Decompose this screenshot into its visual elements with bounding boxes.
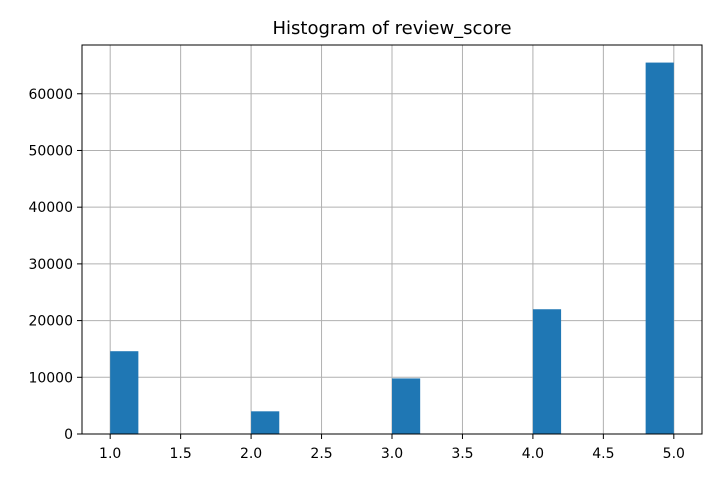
x-tick-label: 1.5 <box>170 446 192 462</box>
histogram-bar <box>110 351 139 434</box>
chart-title: Histogram of review_score <box>272 18 511 39</box>
x-tick-label: 4.5 <box>592 446 614 462</box>
x-tick-label: 3.5 <box>451 446 473 462</box>
histogram-bar <box>532 309 562 434</box>
y-tick-label: 10000 <box>28 370 73 386</box>
grid-lines <box>82 45 702 435</box>
histogram-bars <box>110 62 674 435</box>
histogram-bar <box>392 378 421 434</box>
y-tick-label: 20000 <box>28 314 73 330</box>
x-tick-label: 1.0 <box>99 446 121 462</box>
x-tick-label: 3.0 <box>381 446 403 462</box>
axes <box>77 44 703 439</box>
tick-labels: 1.0 1.5 2.0 2.5 3.0 3.5 4.0 4.5 5.0 0 10000 20000 30… <box>28 87 684 462</box>
x-tick-label: 2.0 <box>240 446 262 462</box>
x-tick-label: 5.0 <box>663 446 685 462</box>
x-tick-label: 2.5 <box>310 446 332 462</box>
y-tick-label: 0 <box>64 427 73 443</box>
y-tick-label: 30000 <box>28 257 73 273</box>
y-tick-label: 40000 <box>28 200 73 216</box>
x-tick-label: 4.0 <box>522 446 544 462</box>
histogram-bar <box>645 62 674 435</box>
y-tick-label: 60000 <box>28 87 73 103</box>
y-tick-label: 50000 <box>28 143 73 159</box>
histogram-bar <box>251 411 280 434</box>
